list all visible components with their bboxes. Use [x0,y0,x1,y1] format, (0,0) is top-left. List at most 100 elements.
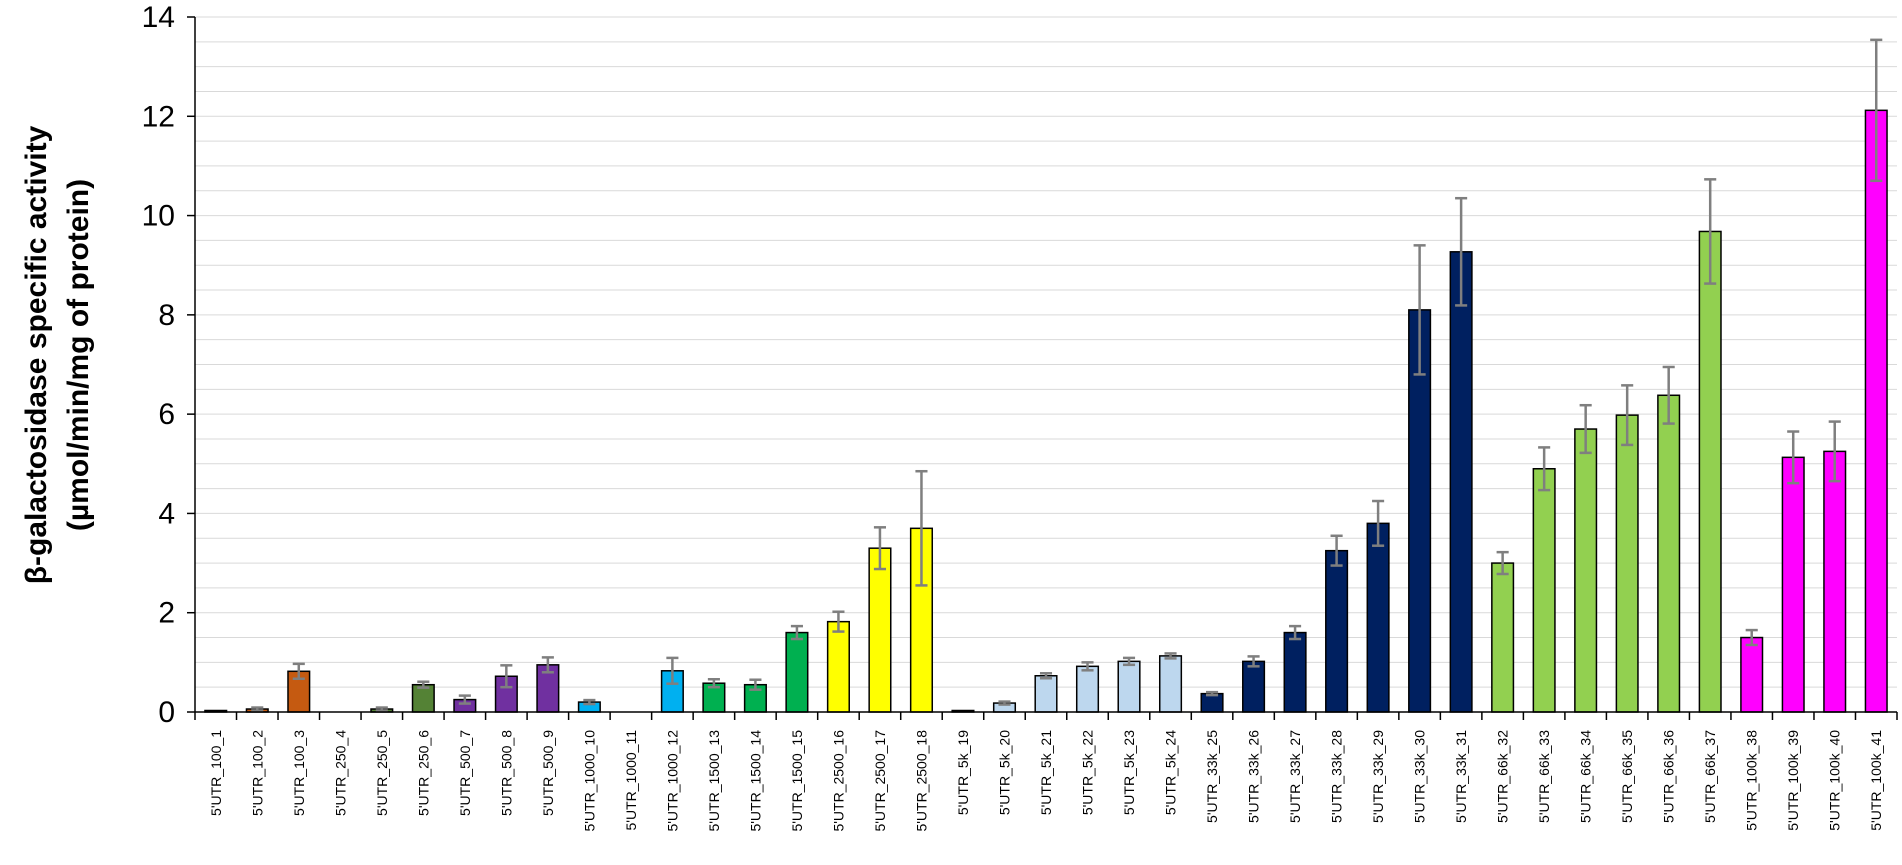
error-bar [873,526,886,571]
error-bar [998,700,1011,706]
x-category-label: 5'UTR_33k_29 [1370,730,1386,823]
bar [1657,394,1681,713]
x-category-label: 5'UTR_5k_24 [1163,730,1179,815]
x-category-label: 5'UTR_1000_11 [623,730,639,831]
x-category-label: 5'UTR_500_7 [457,730,473,816]
bar [1491,562,1515,713]
x-category-label: 5'UTR_2500_16 [830,730,846,832]
error-bar [1662,365,1675,425]
y-tick-label: 4 [158,497,175,530]
bar [1449,251,1473,713]
x-category-label: 5'UTR_5k_23 [1121,730,1137,815]
x-category-label: 5'UTR_33k_25 [1204,730,1220,823]
x-category-label: 5'UTR_66k_32 [1495,730,1511,823]
bar [1781,456,1805,713]
x-category-label: 5'UTR_1000_10 [581,730,597,832]
gridlines [195,16,1897,688]
bar [1532,468,1556,713]
bar [1034,675,1058,713]
y-tick-label: 10 [142,200,175,233]
error-bar [375,706,388,712]
x-category-label: 5'UTR_5k_22 [1080,730,1096,815]
bar [1158,655,1183,713]
bar [1740,636,1764,713]
error-bar [1538,446,1551,492]
axes [187,16,1898,720]
error-bar [500,664,513,689]
x-category-label: 5'UTR_100k_41 [1868,730,1884,831]
bar [1366,522,1390,713]
x-category-label: 5'UTR_33k_27 [1287,730,1303,823]
x-category-label: 5'UTR_250_6 [415,730,431,816]
y-tick-label: 12 [142,100,175,133]
x-category-label: 5'UTR_500_8 [498,730,514,816]
bar [1698,230,1722,713]
bar [1117,660,1141,713]
bar [1075,665,1100,713]
y-axis-title-line2: (µmol/min/mg of protein) [62,179,95,531]
error-bar [458,694,471,705]
error-bar [707,677,720,689]
x-category-label: 5'UTR_100k_40 [1827,730,1843,831]
error-bar [1247,655,1260,668]
error-bar [292,662,305,680]
y-tick-label: 8 [158,299,175,332]
error-bar [1206,690,1219,697]
x-category-label: 5'UTR_1500_14 [747,730,763,832]
x-category-label: 5'UTR_1500_13 [706,730,722,832]
error-bar [790,624,803,641]
error-bar [1164,652,1177,660]
error-bar [1372,499,1385,547]
error-bar [1787,430,1800,485]
bar [1325,549,1349,713]
error-bar [417,680,430,689]
y-tick-label: 2 [158,597,175,630]
x-category-label: 5'UTR_250_5 [374,730,390,816]
x-category-label: 5'UTR_5k_20 [996,730,1012,815]
y-tick-label: 14 [142,1,175,34]
error-bar [1579,403,1592,455]
bar [868,547,892,713]
error-bar [1455,196,1468,307]
x-category-label: 5'UTR_2500_18 [913,730,929,832]
x-category-label: 5'UTR_1500_15 [789,730,805,832]
bar [1283,631,1307,713]
error-bar [1039,672,1053,680]
y-tick-labels: 0 2 4 6 8 10 12 14 [142,1,175,729]
error-bar [1122,656,1136,667]
x-category-label: 5'UTR_100_1 [208,730,224,816]
x-category-label: 5'UTR_100k_38 [1744,730,1760,831]
x-category-label: 5'UTR_100_2 [249,730,265,816]
bar [785,631,809,713]
error-bar [832,610,845,633]
error-bar [749,678,762,691]
error-bar [251,706,264,712]
error-bar [583,698,596,706]
error-bar [1330,534,1343,567]
bar [1574,428,1598,713]
error-bar [1621,384,1634,447]
x-category-label: 5'UTR_66k_35 [1619,730,1635,823]
error-bar [1496,550,1509,576]
bar [1615,414,1639,713]
x-category-label: 5'UTR_250_4 [332,730,348,816]
x-category-label: 5'UTR_100_3 [291,730,307,816]
error-bars [251,38,1883,712]
y-tick-label: 0 [158,696,175,729]
error-bar [1870,38,1883,183]
error-bar [541,656,554,674]
error-bar [1413,244,1426,376]
bar [1864,109,1888,713]
x-category-label: 5'UTR_66k_34 [1578,730,1594,823]
bar-series [204,109,1888,713]
error-bar [1828,420,1841,483]
bar [1200,692,1224,713]
x-category-label: 5'UTR_33k_26 [1246,730,1262,823]
bar [1242,660,1266,713]
error-bar [1704,178,1717,285]
bar [1823,450,1847,713]
x-category-label: 5'UTR_33k_30 [1412,730,1428,823]
bar [826,620,850,713]
